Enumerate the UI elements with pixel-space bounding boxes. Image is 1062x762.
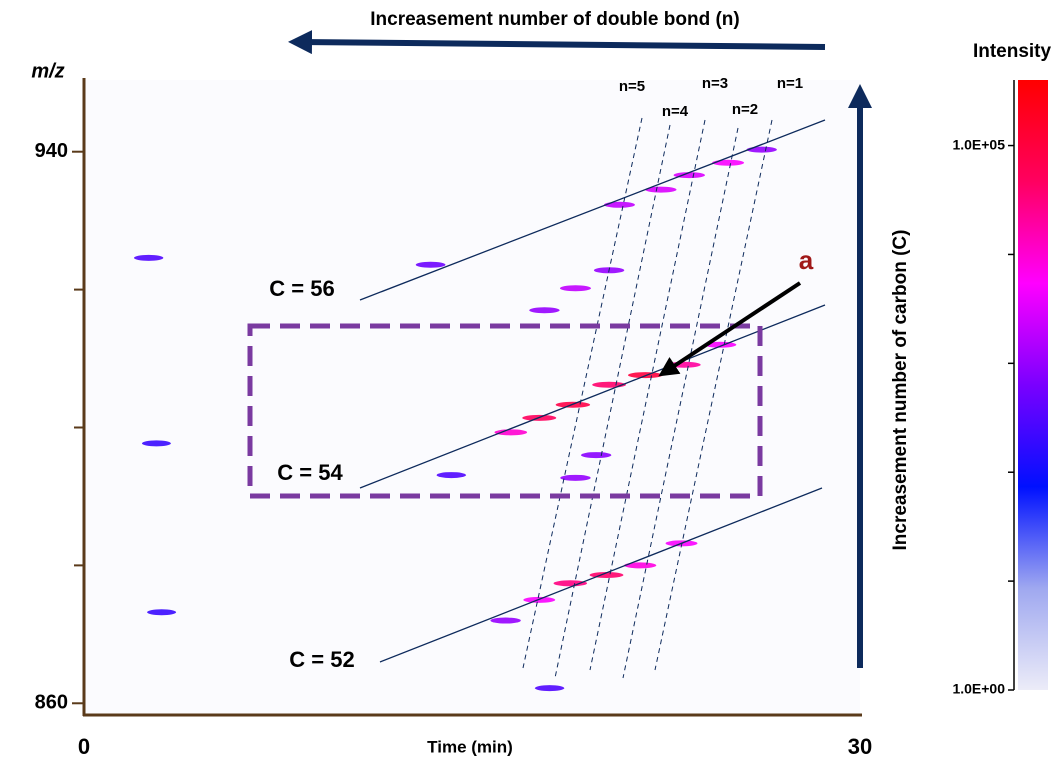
spot — [553, 580, 588, 587]
bond-line — [589, 119, 706, 671]
bond-line — [522, 117, 643, 669]
carbon-label: C = 52 — [289, 647, 354, 672]
carbon-lines — [359, 119, 826, 663]
highlight-box — [247, 323, 763, 499]
spot — [134, 254, 164, 261]
bond-label: n=2 — [732, 101, 758, 118]
carbon-line — [379, 487, 823, 663]
colorbar-tick-label: 1.0E+05 — [952, 136, 1005, 152]
axis-ticks: 860 940 0 30 — [35, 140, 873, 759]
carbon-label: C = 56 — [269, 276, 334, 301]
y-axis-label: m/z — [31, 60, 64, 82]
spot — [645, 186, 677, 193]
spot — [141, 440, 171, 447]
marker-label: a — [799, 245, 814, 275]
x-axis-label: Time (min) — [427, 737, 513, 756]
spot — [494, 429, 528, 436]
plot-area — [85, 80, 860, 713]
spot — [490, 617, 521, 624]
bond-arrow — [288, 30, 826, 55]
spot — [415, 261, 446, 268]
carbon-label: C = 54 — [277, 460, 343, 485]
y-tick-label: 860 — [35, 692, 68, 714]
bond-label: n=1 — [777, 75, 803, 92]
bond-lines — [522, 117, 773, 679]
colorbar-title: Intensity — [973, 41, 1052, 62]
pointer-arrow — [658, 281, 802, 377]
chart-title: Increasement number of double bond (n) — [370, 9, 739, 30]
spot — [529, 307, 560, 314]
colorbar-ticks: 1.0E+00 1.0E+05 — [952, 136, 1014, 697]
spot — [559, 285, 592, 292]
spot — [147, 609, 177, 616]
bond-line — [654, 119, 773, 671]
spot — [581, 452, 612, 459]
x-tick-label: 0 — [78, 734, 90, 759]
bond-label: n=3 — [702, 75, 728, 92]
y2-axis-label: Increasement number of carbon (C) — [890, 230, 911, 551]
carbon-line — [359, 304, 826, 489]
y-tick-label: 940 — [35, 140, 68, 162]
spot — [534, 685, 565, 692]
spot — [560, 474, 591, 481]
bond-line — [554, 124, 671, 679]
spot — [746, 146, 777, 153]
spot — [623, 562, 657, 569]
spot — [673, 172, 706, 179]
spot — [436, 472, 466, 479]
bond-label: n=5 — [619, 78, 645, 95]
x-tick-label: 30 — [848, 734, 872, 759]
colorbar — [1018, 80, 1048, 690]
colorbar-tick-label: 1.0E+00 — [952, 681, 1005, 697]
carbon-line — [359, 119, 826, 301]
bond-label: n=4 — [662, 103, 689, 120]
bond-line — [622, 127, 739, 679]
spot — [712, 159, 745, 166]
spot — [603, 201, 635, 208]
